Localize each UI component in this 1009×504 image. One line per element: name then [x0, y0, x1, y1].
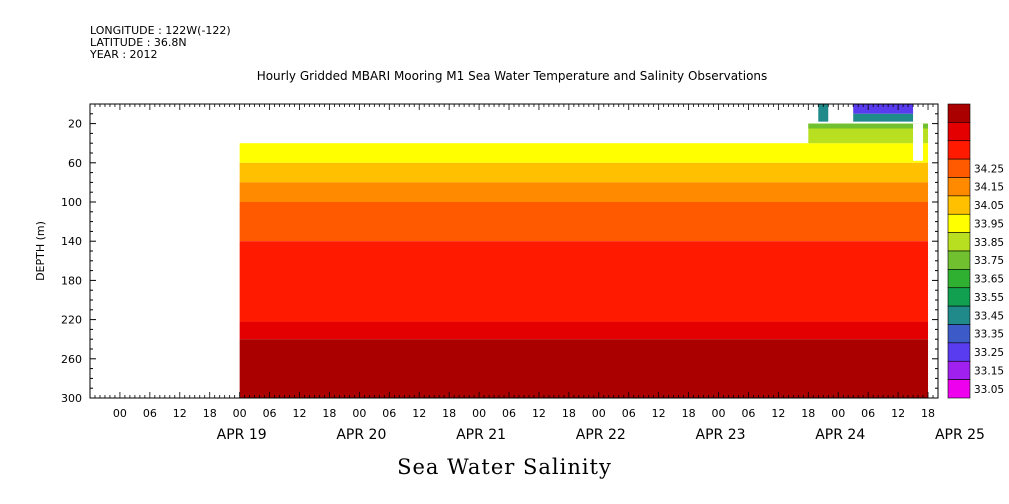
- colorbar-swatch: [947, 342, 971, 362]
- x-hour-label: 18: [562, 407, 576, 420]
- colorbar-swatch: [947, 324, 971, 344]
- colorbar-label: 33.05: [974, 384, 1004, 396]
- x-hour-label: 12: [293, 407, 307, 420]
- axes: 20 60 100 140 180 220 260 300 DEPTH (m) 00 06 12 18 0…: [34, 103, 985, 443]
- colorbar-swatch: [947, 379, 971, 399]
- colorbar-swatch: [947, 360, 971, 380]
- salinity-layer-6: [239, 339, 929, 398]
- y-tick-label: 140: [61, 235, 82, 248]
- surface-low-patch: [853, 104, 914, 114]
- x-hour-label: 00: [352, 407, 366, 420]
- data-gap: [913, 123, 924, 161]
- colorbar-label: 34.25: [974, 163, 1004, 175]
- colorbar-swatch: [947, 103, 971, 123]
- x-hour-label: 18: [921, 407, 935, 420]
- x-day-label: APR 20: [336, 427, 386, 443]
- salinity-layer-0: [239, 143, 929, 163]
- y-tick-label: 60: [68, 157, 82, 170]
- x-hour-label: 06: [382, 407, 396, 420]
- colorbar-label: 33.75: [974, 255, 1004, 267]
- x-hour-label: 06: [861, 407, 875, 420]
- year-label: YEAR : 2012: [90, 48, 158, 61]
- y-tick-label: 100: [61, 196, 82, 209]
- salinity-layer-3: [239, 202, 929, 242]
- colorbar-swatch: [947, 122, 971, 142]
- x-hour-label: 18: [322, 407, 336, 420]
- x-hour-label: 12: [652, 407, 666, 420]
- x-hour-label: 00: [831, 407, 845, 420]
- x-day-label: APR 25: [935, 427, 985, 443]
- colorbar-label: 33.95: [974, 218, 1004, 230]
- colorbar-label: 34.05: [974, 200, 1004, 212]
- x-hour-label: 00: [712, 407, 726, 420]
- y-tick-label: 220: [61, 314, 82, 327]
- colorbar-swatch: [947, 269, 971, 289]
- latitude-label: LATITUDE : 36.8N: [90, 36, 187, 49]
- colorbar-label: 33.15: [974, 365, 1004, 377]
- x-hour-label: 12: [891, 407, 905, 420]
- x-day-label: APR 21: [456, 427, 506, 443]
- x-hour-label: 18: [442, 407, 456, 420]
- colorbar-swatch: [947, 232, 971, 252]
- colorbar-label: 33.25: [974, 347, 1004, 359]
- colorbar-swatch: [947, 177, 971, 197]
- x-hour-label: 12: [532, 407, 546, 420]
- colorbar-label: 34.15: [974, 182, 1004, 194]
- y-axis-label: DEPTH (m): [34, 221, 47, 281]
- salinity-layer-1: [239, 162, 929, 183]
- x-day-label: APR 22: [576, 427, 626, 443]
- x-day-label: APR 23: [696, 427, 746, 443]
- colorbar-swatch: [947, 287, 971, 307]
- plot-area: [239, 104, 929, 398]
- y-tick-label: 20: [68, 118, 82, 131]
- y-tick-label: 300: [61, 392, 82, 405]
- x-hour-label: 06: [622, 407, 636, 420]
- colorbar-swatch: [947, 158, 971, 178]
- longitude-label: LONGITUDE : 122W(-122): [90, 24, 231, 37]
- x-hour-label: 18: [801, 407, 815, 420]
- colorbar-swatch: [947, 213, 971, 233]
- salinity-layer-5: [239, 321, 929, 340]
- y-tick-label: 180: [61, 274, 82, 287]
- x-hour-label: 12: [173, 407, 187, 420]
- x-hour-label: 06: [143, 407, 157, 420]
- colorbar-label: 33.65: [974, 274, 1004, 286]
- colorbar: 33.05 33.15 33.25 33.35 33.45 33.55 33.65 33.75…: [947, 103, 1004, 399]
- x-hour-label: 18: [203, 407, 217, 420]
- colorbar-swatch: [947, 250, 971, 270]
- colorbar-label: 33.55: [974, 292, 1004, 304]
- colorbar-swatch: [947, 195, 971, 215]
- x-hour-label: 06: [741, 407, 755, 420]
- surface-patch-a: [818, 104, 829, 122]
- salinity-layer-2: [239, 182, 929, 202]
- x-hour-label: 00: [113, 407, 127, 420]
- x-hour-label: 12: [771, 407, 785, 420]
- x-day-label: APR 19: [217, 427, 267, 443]
- colorbar-swatch: [947, 305, 971, 325]
- x-hour-label: 12: [412, 407, 426, 420]
- chart-title: Hourly Gridded MBARI Mooring M1 Sea Wate…: [256, 69, 768, 83]
- near-surface-band-top: [808, 123, 929, 129]
- figure-caption: Sea Water Salinity: [397, 455, 612, 479]
- colorbar-label: 33.45: [974, 310, 1004, 322]
- x-day-label: APR 24: [815, 427, 865, 443]
- surface-low-patch-lower: [853, 113, 914, 122]
- x-hour-label: 00: [472, 407, 486, 420]
- colorbar-label: 33.35: [974, 329, 1004, 341]
- y-tick-label: 260: [61, 353, 82, 366]
- x-hour-label: 06: [263, 407, 277, 420]
- x-hour-label: 06: [502, 407, 516, 420]
- colorbar-label: 33.85: [974, 237, 1004, 249]
- x-hour-label: 18: [682, 407, 696, 420]
- salinity-layer-4: [239, 241, 929, 322]
- x-hour-label: 00: [233, 407, 247, 420]
- x-hour-label: 00: [592, 407, 606, 420]
- colorbar-swatch: [947, 140, 971, 160]
